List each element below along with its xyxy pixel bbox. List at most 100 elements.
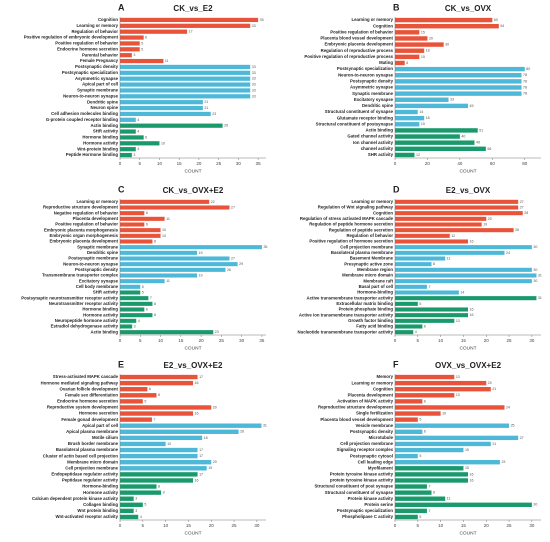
bar (395, 262, 432, 267)
x-tick-label: 20 (484, 523, 490, 528)
category-label: Reproductive structure development (318, 405, 394, 410)
category-label: Actin binding (91, 329, 119, 334)
value-label: 11 (166, 217, 170, 221)
value-label: 6 (424, 324, 426, 328)
bar (395, 472, 468, 477)
value-label: 13 (456, 319, 460, 323)
value-label: 49 (476, 141, 480, 145)
value-label: 17 (199, 472, 203, 476)
bar (120, 47, 140, 52)
category-label: Structural constituent of synapse (325, 109, 394, 114)
bar (395, 490, 432, 495)
category-label: Protein kinase activity (348, 496, 394, 501)
bar (120, 374, 198, 380)
category-label: Apical part of cell (82, 82, 118, 87)
panel-letter: D (393, 184, 400, 194)
x-tick-label: 0 (119, 338, 122, 343)
value-label: 11 (165, 59, 169, 63)
category-label: Ion channel activity (353, 140, 393, 145)
x-tick-label: 0 (119, 523, 122, 528)
bar (395, 54, 420, 60)
category-label: Hormone-binding (82, 484, 118, 489)
bar (120, 262, 238, 267)
bar (120, 17, 259, 23)
bar (395, 245, 532, 250)
value-label: 5 (144, 399, 146, 403)
value-label: 78 (523, 85, 527, 89)
value-label: 3 (134, 324, 136, 328)
value-label: 6 (146, 307, 148, 311)
value-label: 20 (429, 36, 433, 40)
category-label: Reproductive structure development (43, 205, 119, 210)
bar (395, 36, 428, 41)
panel-title: CK_vs_OVX+E2 (163, 186, 224, 195)
bar (395, 222, 482, 227)
bar (120, 82, 251, 87)
value-label: 45 (470, 104, 474, 108)
x-tick-label: 40 (457, 161, 463, 166)
category-label: Memory (377, 374, 394, 379)
category-label: Fatty acid binding (356, 324, 393, 329)
bar (120, 233, 161, 238)
value-label: 33 (450, 98, 454, 102)
value-label: 17 (189, 30, 193, 34)
panel-letter: E (118, 359, 124, 369)
x-tick-label: 25 (216, 161, 222, 166)
bar (395, 256, 446, 261)
category-label: Learning or memory (76, 23, 118, 28)
value-label: 4 (137, 118, 139, 122)
value-label: 5 (141, 47, 143, 51)
category-label: Calcium dependent protein kinase activit… (32, 496, 119, 501)
panel-letter: A (118, 2, 125, 12)
category-label: Ovarian follicle development (59, 386, 118, 391)
x-tick-label: 15 (461, 338, 467, 343)
value-label: 8 (154, 302, 156, 306)
category-label: Hormone activity (83, 312, 118, 317)
value-label: 35 (263, 245, 267, 249)
category-label: Postsynaptic specialization (62, 70, 118, 75)
x-tick-label: 15 (461, 523, 467, 528)
bar (395, 216, 487, 221)
value-label: 20 (488, 217, 492, 221)
value-label: 18 (426, 49, 430, 53)
value-label: 21 (204, 100, 208, 104)
x-tick-label: 10 (438, 523, 444, 528)
value-label: 33 (252, 65, 256, 69)
value-label: 31 (263, 424, 267, 428)
bar (395, 239, 468, 244)
category-label: Female Pregnancy (80, 58, 119, 63)
bar (120, 423, 262, 428)
x-tick-label: 25 (219, 338, 225, 343)
x-tick-label: 20 (209, 523, 215, 528)
bar (120, 64, 251, 70)
value-label: 22 (211, 200, 215, 204)
bar (395, 73, 522, 78)
bar (395, 146, 486, 152)
category-label: Peptide Hormone binding (66, 152, 119, 157)
category-label: Placenta development (348, 392, 394, 397)
category-label: Basement Membrane (350, 256, 394, 261)
value-label: 8 (154, 313, 156, 317)
category-label: SHR activity (368, 152, 394, 157)
value-label: 26 (240, 430, 244, 434)
bar (395, 478, 468, 483)
bar (395, 508, 427, 514)
value-label: 4 (137, 147, 139, 151)
value-label: 19 (483, 222, 487, 226)
value-label: 20 (213, 460, 217, 464)
value-label: 31 (538, 296, 542, 300)
value-label: 78 (523, 73, 527, 77)
x-tick-label: 10 (157, 161, 163, 166)
value-label: 15 (465, 466, 469, 470)
category-label: Neuron-to-neuron synapse (338, 72, 394, 77)
value-label: 18 (204, 436, 208, 440)
bar (395, 484, 427, 489)
x-tick-label: 30 (529, 523, 535, 528)
category-label: Reproductive system development (47, 405, 119, 410)
bar (395, 496, 446, 501)
category-label: Membrane micro domain (342, 273, 393, 278)
value-label: 16 (470, 313, 474, 317)
bar (395, 393, 455, 398)
category-label: Wnt-protein binding (77, 146, 118, 151)
category-label: Cell leading edge (358, 459, 394, 464)
